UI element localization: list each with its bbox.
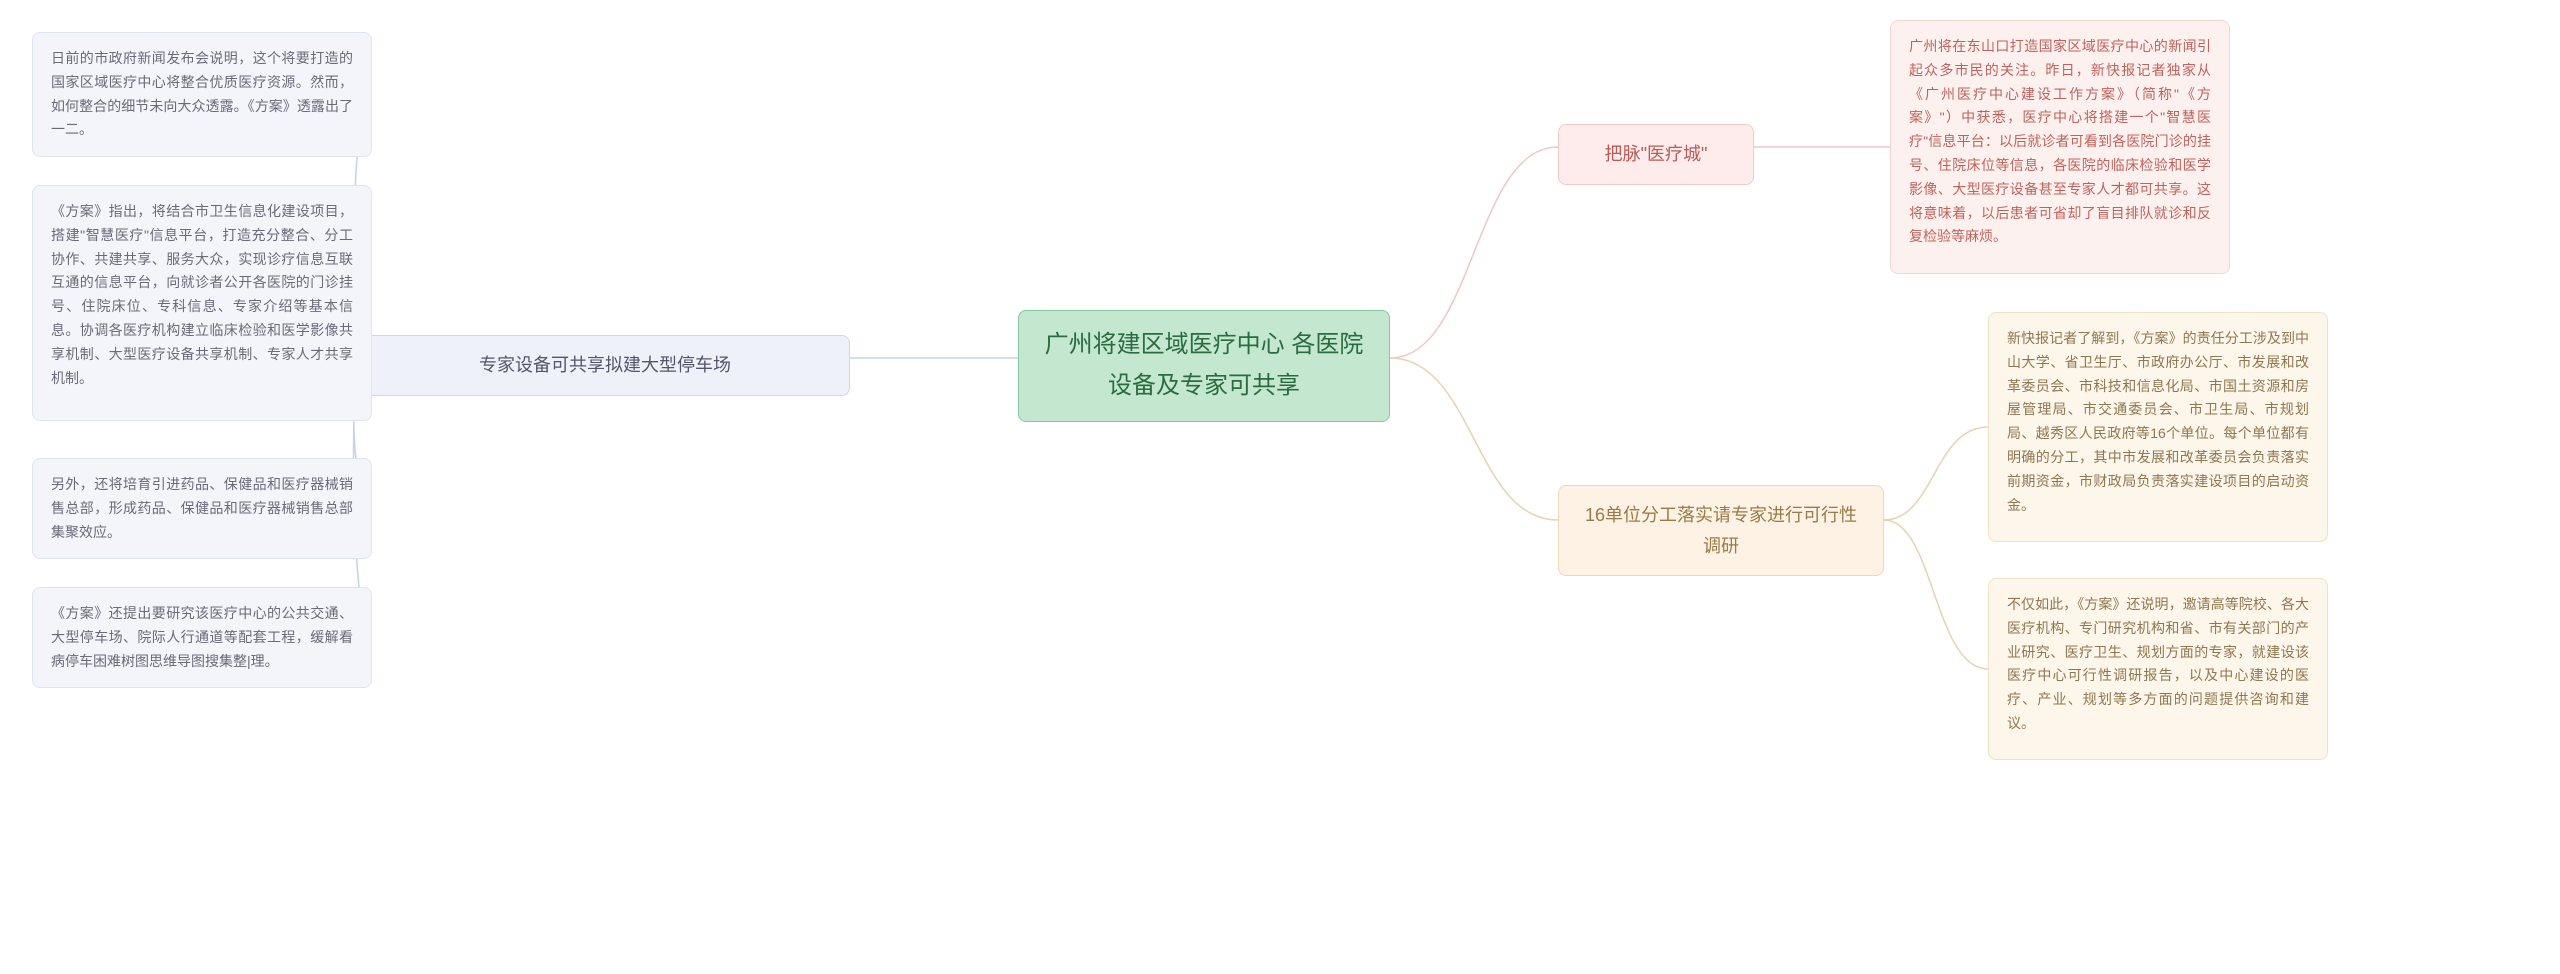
l4: 《方案》还提出要研究该医疗中心的公共交通、大型停车场、院际人行通道等配套工程，缓… [32,587,372,688]
branch-rb-label: 16单位分工落实请专家进行可行性调研 [1577,500,1865,561]
edge [1390,358,1558,520]
edge [1884,520,1988,669]
edge [1390,147,1558,358]
l3: 另外，还将培育引进药品、保健品和医疗器械销售总部，形成药品、保健品和医疗器械销售… [32,458,372,559]
edge [1884,427,1988,520]
branch-rb: 16单位分工落实请专家进行可行性调研 [1558,485,1884,576]
l1-label: 日前的市政府新闻发布会说明，这个将要打造的国家区域医疗中心将整合优质医疗资源。然… [51,50,353,137]
r3: 不仅如此，《方案》还说明，邀请高等院校、各大医疗机构、专门研究机构和省、市有关部… [1988,578,2328,760]
branch-left: 专家设备可共享拟建大型停车场 [360,335,850,396]
branch-left-label: 专家设备可共享拟建大型停车场 [479,350,731,381]
r2: 新快报记者了解到，《方案》的责任分工涉及到中山大学、省卫生厅、市政府办公厅、市发… [1988,312,2328,542]
root-label: 广州将建区域医疗中心 各医院设备及专家可共享 [1045,331,1364,399]
r1-label: 广州将在东山口打造国家区域医疗中心的新闻引起众多市民的关注。昨日，新快报记者独家… [1909,38,2211,244]
branch-rt: 把脉"医疗城" [1558,124,1754,185]
r1: 广州将在东山口打造国家区域医疗中心的新闻引起众多市民的关注。昨日，新快报记者独家… [1890,20,2230,274]
mindmap-stage: 广州将建区域医疗中心 各医院设备及专家可共享 专家设备可共享拟建大型停车场 日前的市… [0,0,2560,974]
l1: 日前的市政府新闻发布会说明，这个将要打造的国家区域医疗中心将整合优质医疗资源。然… [32,32,372,157]
l3-label: 另外，还将培育引进药品、保健品和医疗器械销售总部，形成药品、保健品和医疗器械销售… [51,476,353,540]
root: 广州将建区域医疗中心 各医院设备及专家可共享 [1018,310,1390,422]
l2: 《方案》指出，将结合市卫生信息化建设项目，搭建"智慧医疗"信息平台，打造充分整合… [32,185,372,421]
l2-label: 《方案》指出，将结合市卫生信息化建设项目，搭建"智慧医疗"信息平台，打造充分整合… [51,203,353,386]
r3-label: 不仅如此，《方案》还说明，邀请高等院校、各大医疗机构、专门研究机构和省、市有关部… [2007,596,2309,731]
branch-rt-label: 把脉"医疗城" [1605,139,1708,170]
r2-label: 新快报记者了解到，《方案》的责任分工涉及到中山大学、省卫生厅、市政府办公厅、市发… [2007,330,2309,513]
l4-label: 《方案》还提出要研究该医疗中心的公共交通、大型停车场、院际人行通道等配套工程，缓… [51,605,353,669]
